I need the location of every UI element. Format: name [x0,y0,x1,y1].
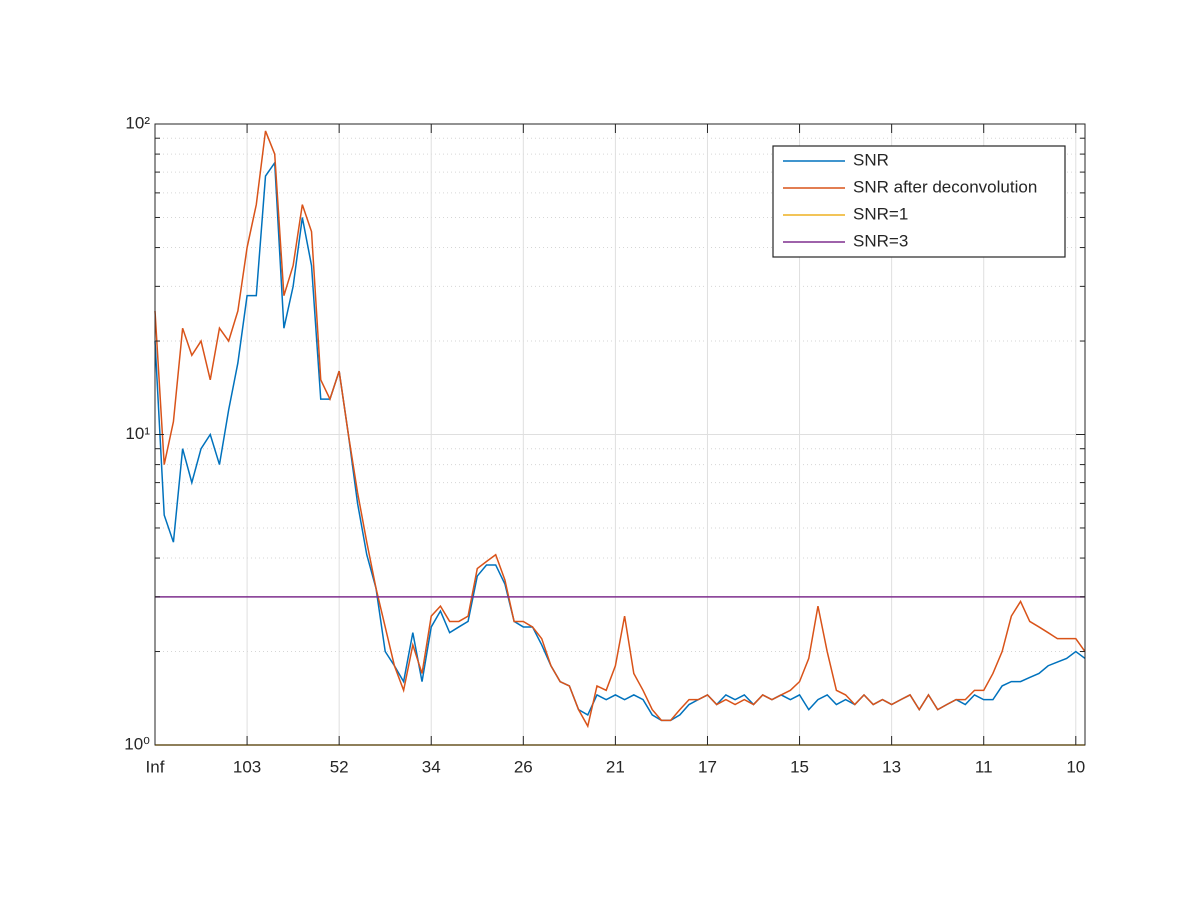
x-tick-label: 15 [790,757,809,776]
x-tick-label: 34 [422,757,441,776]
legend-label: SNR [853,150,889,169]
x-tick-label: Inf [146,757,165,776]
legend-box [772,145,1066,258]
x-tick-label: 103 [233,757,261,776]
series-line [154,130,1086,729]
y-tick-label: 10¹ [125,424,150,443]
x-tick-label: 52 [330,757,349,776]
x-tick-label: 17 [698,757,717,776]
x-tick-label: 13 [882,757,901,776]
y-tick-label: 10⁰ [124,734,150,753]
y-tick-label: 10² [125,113,150,132]
legend-label: SNR after deconvolution [853,177,1037,196]
x-tick-label: 10 [1066,757,1085,776]
legend: SNR SNR after deconvolution SNR=1 SNR=3 [772,145,1066,258]
legend-label: SNR=3 [853,231,908,250]
x-tick-label: 26 [514,757,533,776]
legend-label: SNR=1 [853,204,908,223]
x-tick-label: 21 [606,757,625,776]
x-tick-label: 11 [975,757,993,776]
